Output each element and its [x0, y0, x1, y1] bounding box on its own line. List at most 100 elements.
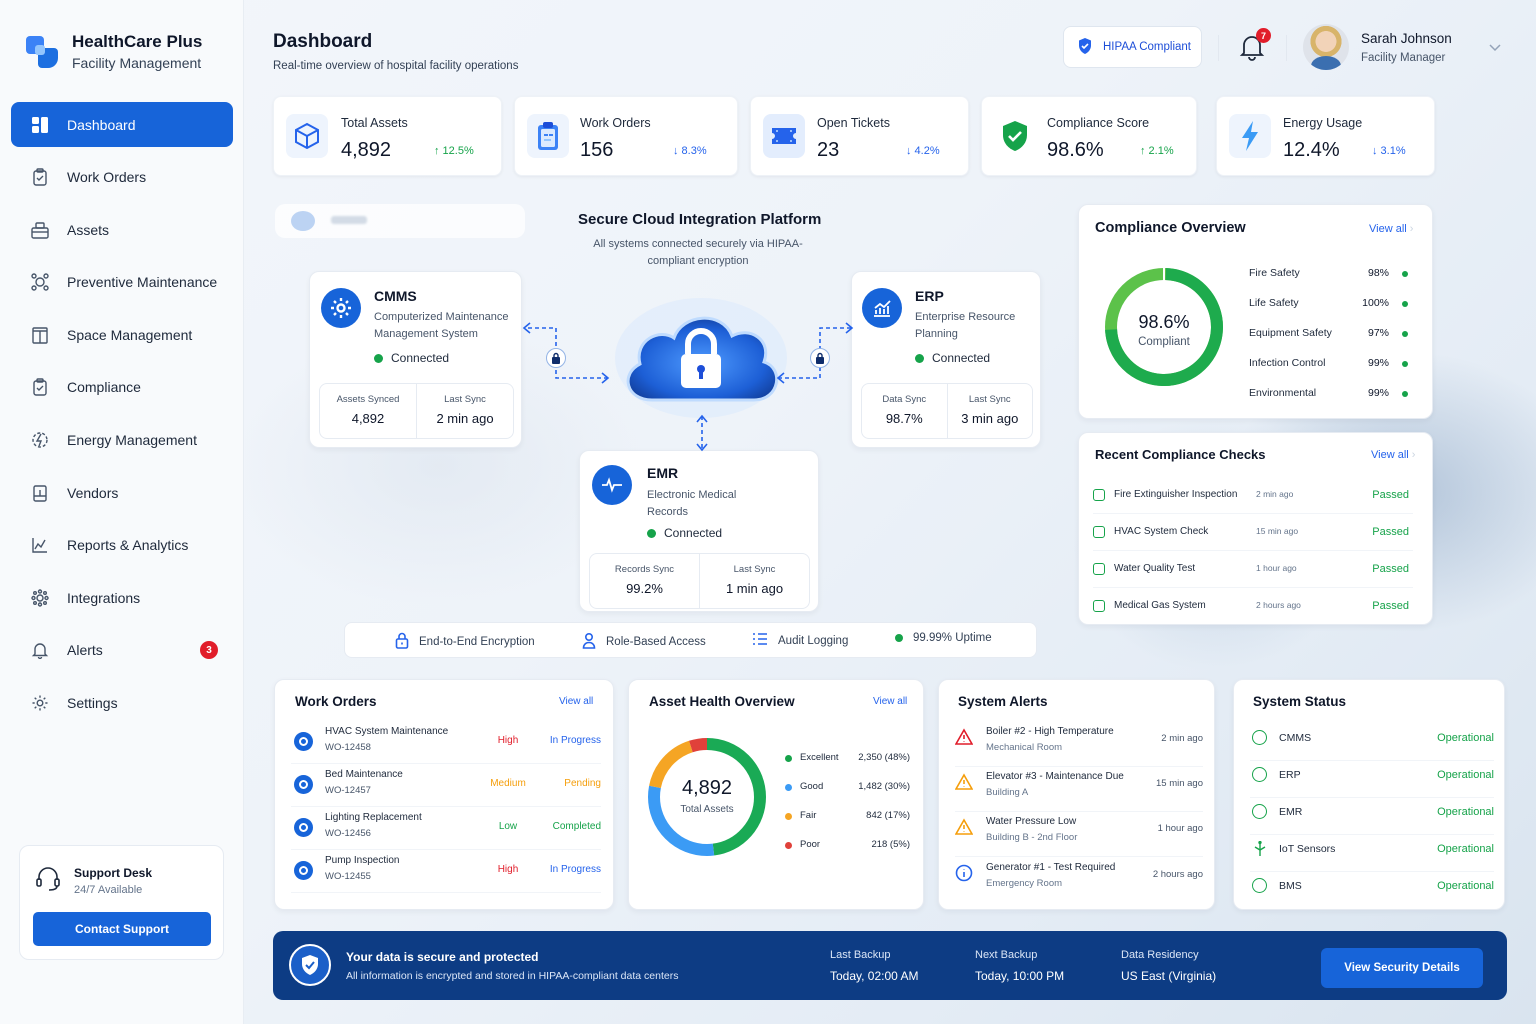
sidebar-item-alerts[interactable]: Alerts 3 [11, 628, 233, 673]
status-label: Connected [932, 351, 991, 365]
notifications-bell-icon[interactable] [1239, 33, 1265, 61]
feature-label: End-to-End Encryption [419, 636, 535, 648]
kpi-value: 98.6% [1047, 139, 1104, 161]
work-order-row[interactable]: Lighting Replacement WO-12456 Low Completed [291, 807, 601, 850]
panel-title: Work Orders [295, 694, 377, 709]
check-circle-icon [1252, 730, 1267, 745]
integration-subtitle: All systems connected securely via HIPAA… [593, 238, 803, 267]
headset-icon [34, 864, 62, 897]
work-order-row[interactable]: Bed Maintenance WO-12457 Medium Pending [291, 764, 601, 807]
heartbeat-icon [592, 465, 632, 505]
sidebar-item-dashboard[interactable]: Dashboard [11, 102, 233, 147]
hipaa-compliant-badge[interactable]: HIPAA Compliant [1063, 26, 1202, 68]
info-icon [955, 864, 973, 882]
system-status: Connected [374, 351, 449, 365]
stat-value: 1 min ago [725, 581, 784, 596]
secure-cloud-lock-icon [612, 288, 790, 420]
work-order-row[interactable]: Pump Inspection WO-12455 High In Progress [291, 850, 601, 893]
brand-logo-icon [24, 34, 60, 70]
sidebar-item-reports[interactable]: Reports & Analytics [11, 523, 233, 568]
checklist-icon [1093, 489, 1105, 501]
compliance-check-row[interactable]: Medical Gas System 2 hours ago Passed [1093, 589, 1413, 625]
sidebar-item-label: Work Orders [67, 169, 147, 186]
status-row: ERP Operational [1250, 761, 1494, 798]
sidebar-item-space-management[interactable]: Space Management [11, 312, 233, 357]
last-backup: Last Backup Today, 02:00 AM [830, 949, 919, 983]
kpi-open-tickets[interactable]: Open Tickets 23 ↓ 4.2% [750, 96, 969, 176]
avatar[interactable] [1303, 24, 1349, 70]
system-card-emr[interactable]: EMR Electronic Medical Records Connected… [579, 450, 819, 612]
blurred-placeholder-pill [275, 204, 525, 238]
feature-uptime: 99.99% Uptime [895, 632, 992, 644]
view-all-link[interactable]: View all › [1371, 449, 1416, 461]
system-name: EMR [647, 465, 679, 481]
gear-icon [321, 288, 361, 328]
alert-row[interactable]: Water Pressure Low Building B - 2nd Floor… [954, 812, 1203, 857]
sidebar-item-preventive-maintenance[interactable]: Preventive Maintenance [11, 260, 233, 305]
view-all-link[interactable]: View all › [1369, 223, 1414, 235]
sidebar-item-settings[interactable]: Settings [11, 681, 233, 726]
compliance-check-row[interactable]: Water Quality Test 1 hour ago Passed [1093, 552, 1413, 588]
sidebar-item-label: Space Management [67, 326, 193, 343]
compliance-check-row[interactable]: HVAC System Check 15 min ago Passed [1093, 515, 1413, 551]
work-order-row[interactable]: HVAC System Maintenance WO-12458 High In Pr… [291, 721, 601, 764]
sidebar-item-label: Assets [67, 221, 110, 238]
hipaa-label: HIPAA Compliant [1103, 41, 1191, 53]
compliance-score-label: Compliant [1138, 336, 1190, 348]
kpi-energy-usage[interactable]: Energy Usage 12.4% ↓ 3.1% [1216, 96, 1435, 176]
system-description: Electronic Medical Records [647, 489, 737, 518]
stat-value: 99.2% [626, 581, 663, 596]
clipboard-icon [31, 168, 49, 186]
feature-label: Audit Logging [778, 634, 849, 647]
alert-row[interactable]: Generator #1 - Test Required Emergency Ro… [955, 858, 1203, 903]
brand[interactable]: HealthCare Plus Facility Management [24, 32, 202, 71]
security-subtitle: All information is encrypted and stored … [346, 970, 679, 982]
kpi-total-assets[interactable]: Total Assets 4,892 ↑ 12.5% [273, 96, 502, 176]
system-stats: Assets Synced 4,892 Last Sync 2 min ago [319, 383, 514, 439]
status-label: Connected [391, 351, 450, 365]
sidebar-item-vendors[interactable]: Vendors [11, 470, 233, 515]
system-card-erp[interactable]: ERP Enterprise Resource Planning Connect… [851, 271, 1041, 448]
compliance-icon [31, 378, 49, 397]
kpi-trend: ↑ 12.5% [434, 145, 474, 157]
assets-icon [31, 221, 49, 239]
panel-title: Recent Compliance Checks [1095, 447, 1266, 462]
system-card-cmms[interactable]: CMMS Computerized Maintenance Management… [309, 271, 522, 448]
feature-label: 99.99% Uptime [913, 632, 992, 644]
stat-label: Last Sync [733, 564, 776, 575]
system-stats: Data Sync 98.7% Last Sync 3 min ago [861, 383, 1033, 439]
sidebar-item-label: Energy Management [67, 432, 197, 449]
view-security-details-button[interactable]: View Security Details [1321, 948, 1483, 988]
kpi-work-orders[interactable]: Work Orders 156 ↓ 8.3% [514, 96, 738, 176]
kpi-trend: ↓ 3.1% [1372, 145, 1406, 157]
connector-emr [696, 414, 708, 452]
total-assets-label: Total Assets [680, 804, 734, 815]
space-icon [31, 326, 49, 344]
panel-title: Compliance Overview [1095, 220, 1246, 236]
sidebar-item-integrations[interactable]: Integrations [11, 575, 233, 620]
compliance-check-row[interactable]: Fire Extinguisher Inspection 2 min ago Pas… [1093, 478, 1413, 514]
bell-icon [31, 641, 49, 660]
alert-row[interactable]: Boiler #2 - High Temperature Mechanical R… [954, 722, 1203, 767]
contact-support-button[interactable]: Contact Support [33, 912, 211, 946]
kpi-label: Compliance Score [1047, 116, 1150, 130]
checklist-icon [1093, 563, 1105, 575]
integrations-icon [31, 589, 49, 607]
sidebar-item-assets[interactable]: Assets [11, 207, 233, 252]
system-description: Enterprise Resource Planning [915, 311, 1016, 340]
shield-check-icon [289, 944, 331, 986]
sidebar-item-compliance[interactable]: Compliance [11, 365, 233, 410]
stat-label: Data Sync [882, 394, 927, 405]
sidebar-item-work-orders[interactable]: Work Orders [11, 155, 233, 200]
sidebar: HealthCare Plus Facility Management Dash… [0, 0, 244, 1024]
sidebar-item-label: Dashboard [67, 116, 136, 133]
chevron-down-icon[interactable] [1488, 40, 1502, 54]
view-all-link[interactable]: View all [873, 696, 908, 707]
system-status: Connected [915, 351, 990, 365]
view-all-link[interactable]: View all [559, 696, 594, 707]
kpi-compliance-score[interactable]: Compliance Score 98.6% ↑ 2.1% [981, 96, 1197, 176]
sidebar-item-energy-management[interactable]: Energy Management [11, 418, 233, 463]
connector-cmms [522, 322, 610, 384]
asset-health-donut-chart [648, 738, 766, 856]
